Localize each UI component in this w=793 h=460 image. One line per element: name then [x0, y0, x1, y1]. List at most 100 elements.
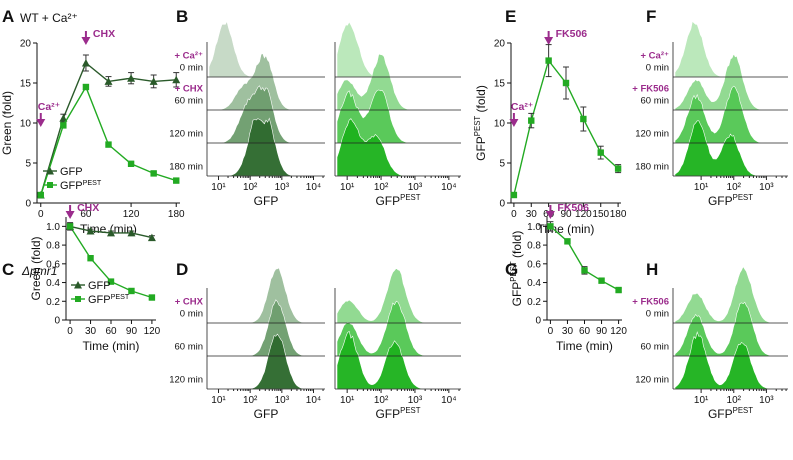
- histogram-profile: [336, 118, 459, 177]
- data-point-square: [564, 238, 571, 245]
- x-axis-label-main: GFP: [375, 194, 400, 208]
- x-tick-label: 120: [144, 326, 161, 337]
- legend-label: GFP: [88, 280, 111, 292]
- x-tick-label: 60: [579, 326, 591, 337]
- x-tick-label: 0: [511, 209, 517, 220]
- annotation-label: FK506: [557, 202, 589, 214]
- x-tick-label: 90: [126, 326, 138, 337]
- y-axis-label: Green (fold): [0, 91, 14, 155]
- row-treatment-label: + FK506: [632, 84, 669, 95]
- data-point-square: [510, 191, 518, 199]
- annotation-arrow-head: [36, 119, 46, 127]
- x-tick-label: 10⁴: [441, 395, 456, 406]
- panel-c: C Δpmr1 0 30 60 90 120 0 0.2 0.4 0.6 0.8 1.0 Time (mi…: [2, 202, 161, 353]
- data-point-square: [82, 83, 90, 91]
- data-point-triangle: [147, 233, 156, 242]
- x-tick-label: 90: [596, 326, 608, 337]
- y-tick-label: 0: [535, 316, 541, 327]
- x-tick-label: 120: [575, 209, 592, 220]
- data-point-square: [105, 141, 112, 148]
- y-tick-label: 0: [54, 316, 60, 327]
- y-tick-label: 0.8: [46, 241, 60, 252]
- histogram-profile: [336, 21, 459, 78]
- data-point-triangle: [104, 77, 113, 85]
- row-treatment-label: + CHX: [175, 84, 204, 95]
- data-point-square: [581, 267, 588, 274]
- y-tick-label: 20: [20, 39, 32, 50]
- legend-marker-square: [75, 296, 81, 302]
- x-tick-label: 10⁴: [306, 395, 321, 406]
- histogram-subpanel: 10¹ 10² 10³ 10⁴ GFP: [206, 20, 325, 208]
- annotation-arrow-head: [545, 211, 555, 219]
- x-tick-label: 120: [610, 326, 627, 337]
- x-tick-label: 10³: [275, 182, 290, 193]
- data-point-square: [148, 294, 156, 301]
- x-axis-label-sup: PEST: [400, 193, 421, 202]
- x-tick-label: 10¹: [340, 182, 355, 193]
- row-time-label: 120 min: [169, 129, 203, 140]
- legend-marker-triangle: [46, 167, 54, 175]
- x-tick-label: 10³: [408, 182, 423, 193]
- legend-label-main: GFP: [60, 180, 83, 192]
- row-time-label: 60 min: [640, 96, 669, 107]
- y-tick-label: 0: [499, 199, 505, 210]
- data-point-square: [615, 286, 622, 294]
- row-time-label: 120 min: [169, 375, 203, 386]
- x-axis-label-sup: PEST: [400, 406, 421, 415]
- x-axis-label-main: GFP: [254, 194, 279, 208]
- row-time-label: 60 min: [640, 342, 669, 353]
- y-tick-label: 0.2: [527, 297, 541, 308]
- y-axis-label-sup: PEST: [473, 116, 482, 137]
- y-tick-label: 0.4: [46, 278, 60, 289]
- x-tick-label: 10¹: [694, 395, 709, 406]
- data-point-square: [614, 165, 622, 172]
- legend-marker-square: [47, 182, 53, 188]
- legend-label-main: GFP: [88, 280, 111, 292]
- x-tick-label: 10²: [243, 395, 258, 406]
- row-time-label: 0 min: [180, 63, 203, 74]
- row-time-label: 180 min: [635, 162, 669, 173]
- x-tick-label: 30: [85, 326, 97, 337]
- panel-label: C: [2, 260, 14, 279]
- histogram-subpanel: 10¹ 10² 10³ GFPPEST: [672, 20, 788, 208]
- histogram-profile: [209, 117, 323, 177]
- y-tick-label: 10: [20, 119, 32, 130]
- x-tick-label: 0: [548, 326, 554, 337]
- legend-marker-triangle: [74, 281, 82, 289]
- data-point-triangle: [81, 59, 90, 67]
- x-tick-label: 120: [123, 209, 140, 220]
- row-time-label: 0 min: [180, 309, 203, 320]
- y-axis-label-tail: (fold): [510, 231, 524, 262]
- x-tick-label: 60: [105, 326, 117, 337]
- x-axis-label: Time (min): [83, 339, 140, 353]
- legend-label-main: GFP: [88, 294, 111, 306]
- data-point-triangle: [149, 77, 158, 85]
- y-axis-label-tail: (fold): [474, 85, 488, 116]
- x-tick-label: 180: [168, 209, 185, 220]
- x-tick-label: 30: [526, 209, 538, 220]
- data-point-square: [127, 160, 135, 167]
- legend-label: GFP: [60, 166, 83, 178]
- y-axis-label: GFPPEST (fold): [509, 231, 524, 307]
- row-time-label: 60 min: [174, 342, 203, 353]
- x-axis-label: GFPPEST: [708, 193, 753, 208]
- annotation-arrow-head: [544, 37, 554, 45]
- data-point-square: [597, 149, 604, 156]
- annotation-label: CHX: [77, 202, 99, 214]
- row-time-label: 0 min: [646, 63, 669, 74]
- x-tick-label: 10⁴: [441, 182, 456, 193]
- data-point-square: [107, 278, 115, 285]
- x-tick-label: 0: [67, 326, 73, 337]
- x-tick-label: 10²: [727, 395, 742, 406]
- data-point-square: [562, 79, 570, 87]
- x-tick-label: 10²: [374, 395, 389, 406]
- annotation-arrow-head: [65, 211, 75, 219]
- row-treatment-label: + Ca²⁺: [640, 51, 669, 62]
